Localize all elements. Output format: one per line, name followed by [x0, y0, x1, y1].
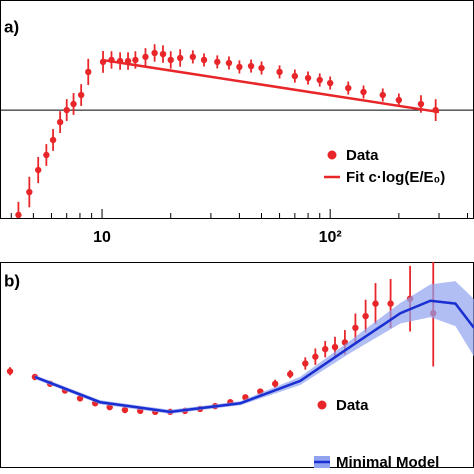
data-point — [247, 62, 255, 70]
panel-label: a) — [4, 17, 19, 36]
data-point — [331, 343, 339, 351]
data-point — [189, 53, 197, 61]
data-point — [35, 166, 42, 174]
data-point — [200, 56, 208, 64]
data-point — [214, 58, 221, 66]
data-point — [417, 100, 425, 108]
data-point — [379, 91, 386, 99]
data-point — [26, 188, 33, 196]
data-point — [258, 64, 265, 72]
data-point — [352, 324, 359, 332]
data-point — [322, 345, 329, 353]
data-point — [287, 370, 294, 378]
data-point — [56, 118, 64, 126]
data-point — [236, 63, 243, 71]
data-point — [326, 79, 334, 87]
data-point — [70, 100, 77, 108]
data-point — [159, 50, 167, 58]
data-point — [372, 300, 379, 307]
data-point — [225, 59, 233, 67]
panel: a) 10 10² Data Fit c·log(E/E₀) — [0, 0, 474, 246]
panel-label: b) — [4, 271, 20, 290]
plot-area — [15, 44, 440, 218]
data-point — [167, 56, 174, 64]
fit-line — [101, 58, 440, 114]
model-band — [34, 281, 474, 414]
data-point — [121, 406, 129, 414]
legend-label: Data — [336, 397, 369, 414]
data-point — [276, 68, 283, 76]
data-point — [6, 368, 14, 375]
x-tick-label: 10² — [319, 229, 342, 246]
data-point — [77, 91, 85, 99]
data-point — [63, 106, 70, 114]
data-point — [302, 360, 309, 367]
legend-label: Minimal Model — [336, 454, 439, 471]
data-point — [362, 312, 369, 320]
data-point — [151, 49, 158, 57]
legend-marker — [317, 400, 327, 410]
data-point — [176, 54, 184, 62]
plot-area — [6, 262, 474, 416]
legend-label: Data — [346, 147, 379, 164]
data-point — [316, 76, 323, 84]
data-point — [395, 96, 403, 104]
data-point — [345, 84, 352, 92]
data-point — [85, 68, 92, 76]
plot-frame — [0, 262, 474, 468]
x-tick-label: 10 — [93, 229, 111, 246]
panel: b) Data Minimal Model — [0, 262, 474, 471]
data-point — [271, 380, 279, 387]
fit-line — [34, 299, 474, 414]
data-point — [387, 300, 394, 307]
data-point — [360, 88, 367, 96]
data-point — [291, 72, 299, 80]
data-point — [132, 56, 139, 64]
data-point — [312, 353, 319, 360]
data-point — [304, 74, 312, 82]
legend-marker — [327, 150, 337, 160]
data-point — [142, 53, 149, 61]
legend-label: Fit c·log(E/E₀) — [346, 169, 445, 186]
data-point — [49, 136, 57, 144]
data-point — [43, 151, 50, 159]
data-point — [15, 211, 22, 218]
